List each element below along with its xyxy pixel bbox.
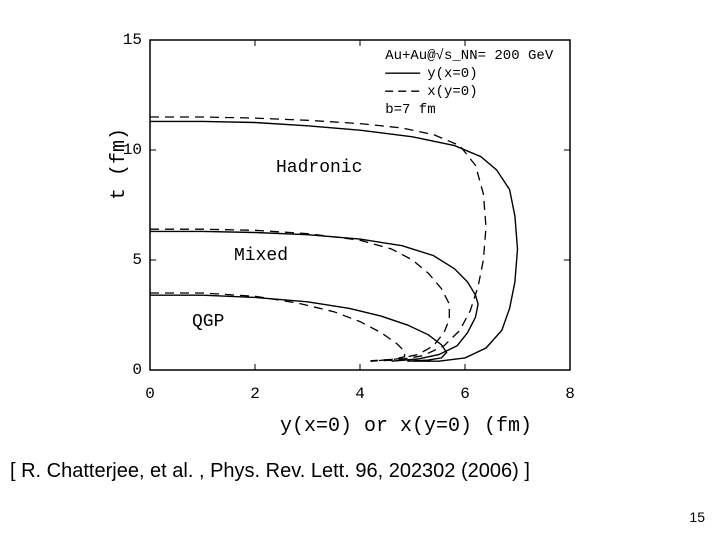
x-tick-label: 2 (250, 385, 260, 403)
svg-text:b=7 fm: b=7 fm (385, 102, 435, 118)
x-tick-label: 0 (145, 385, 155, 403)
svg-text:Mixed: Mixed (234, 246, 288, 266)
y-axis-label: t (fm) (108, 128, 131, 200)
x-axis-label: y(x=0) or x(y=0) (fm) (280, 415, 532, 438)
page: Au+Au@√s_NN= 200 GeV y(x=0) x(y=0) b=7 fm Ha… (0, 0, 720, 540)
x-tick-label: 8 (565, 385, 575, 403)
citation-text: [ R. Chatterjee, et al. , Phys. Rev. Let… (10, 460, 530, 483)
y-tick-label: 0 (102, 361, 142, 379)
svg-text:Au+Au@√s_NN= 200 GeV: Au+Au@√s_NN= 200 GeV (385, 48, 554, 64)
chart-container: Au+Au@√s_NN= 200 GeV y(x=0) x(y=0) b=7 fm Ha… (80, 20, 590, 400)
x-tick-label: 6 (460, 385, 470, 403)
page-number: 15 (689, 509, 705, 525)
svg-text:x(y=0): x(y=0) (427, 84, 477, 100)
svg-text:Hadronic: Hadronic (276, 158, 362, 178)
x-tick-label: 4 (355, 385, 365, 403)
svg-text:y(x=0): y(x=0) (427, 66, 477, 82)
chart-svg: Au+Au@√s_NN= 200 GeV y(x=0) x(y=0) b=7 fm Ha… (80, 20, 590, 400)
y-tick-label: 15 (102, 31, 142, 49)
y-tick-label: 10 (102, 141, 142, 159)
y-tick-label: 5 (102, 251, 142, 269)
svg-text:QGP: QGP (192, 312, 224, 332)
